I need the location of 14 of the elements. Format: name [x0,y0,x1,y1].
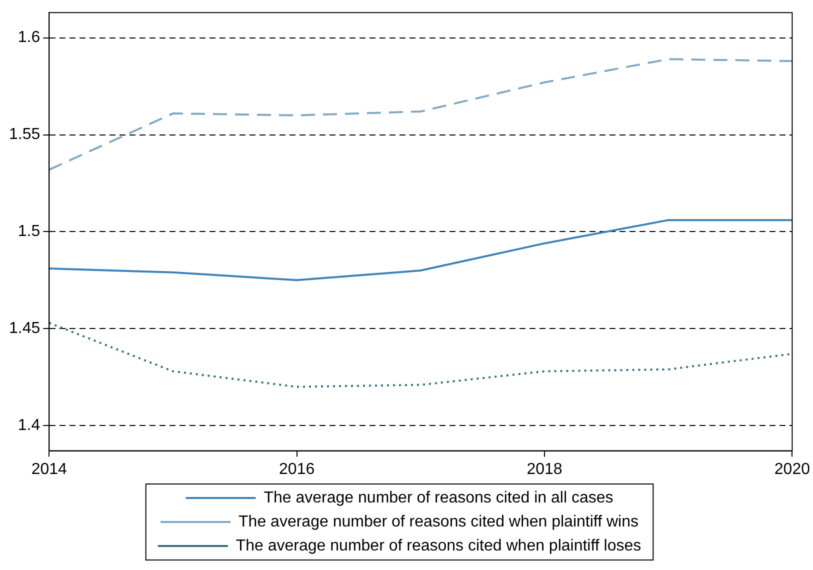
line-series [49,322,792,388]
x-tick-label: 2016 [279,460,315,478]
y-tick-label: 1.4 [18,417,40,434]
y-tick-label: 1.5 [18,223,40,240]
x-tick-label: 2020 [774,460,810,478]
y-tick-label: 1.45 [9,320,40,338]
x-tick-label: 2014 [31,460,68,478]
legend-label: The average number of reasons cited in all cases [264,489,614,506]
y-tick-label: 1.6 [18,29,40,46]
legend-label: The average number of reasons cited when plaintiff loses [236,537,642,554]
legend-label: The average number of reasons cited when plaintiff wins [238,513,638,530]
line-series [49,58,792,171]
x-tick-label: 2018 [526,460,562,478]
y-tick-label: 1.55 [9,126,40,144]
